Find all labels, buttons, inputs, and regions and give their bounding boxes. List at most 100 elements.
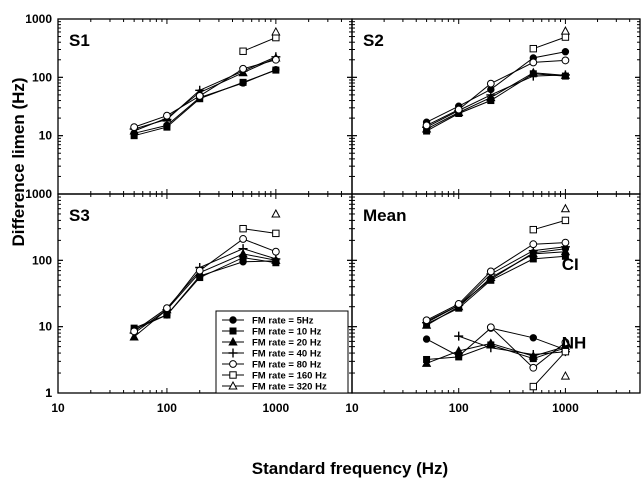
panel-title: S2 [363, 31, 384, 50]
data-point [271, 247, 280, 256]
legend-marker [228, 336, 238, 346]
x-tick-label: 10 [345, 401, 359, 415]
x-tick-label: 100 [157, 401, 177, 415]
y-tick-label: 1000 [25, 12, 52, 26]
series-fm-rate-20-hz [421, 246, 571, 329]
legend-label: FM rate = 320 Hz [252, 382, 327, 393]
legend-marker [228, 348, 238, 358]
data-point [561, 338, 570, 347]
data-point [561, 347, 570, 356]
series-fm-rate-160-hz [239, 33, 280, 55]
data-point [272, 229, 280, 238]
legend-label: FM rate = 10 Hz [252, 327, 322, 338]
data-point [271, 208, 281, 218]
x-axis-label: Standard frequency (Hz) [252, 459, 448, 478]
panel-s2-ticks [351, 18, 641, 195]
legend-entry-fm-rate-80-hz: FM rate = 80 Hz [222, 360, 322, 371]
data-point [560, 26, 571, 35]
data-point [486, 90, 496, 100]
data-point [560, 203, 571, 213]
legend-label: FM rate = 80 Hz [252, 360, 322, 371]
panel-mean: Mean CI NH [351, 193, 641, 394]
series-fm-rate-5hz [422, 48, 570, 126]
data-point [529, 363, 538, 372]
legend-entry-fm-rate-160-hz: FM rate = 160 Hz [222, 371, 327, 382]
panel-title: Mean [363, 206, 406, 225]
legend-box [215, 310, 349, 394]
series-fm-rate-160-hz [529, 33, 570, 53]
data-point [529, 334, 537, 342]
series-line [133, 69, 277, 134]
data-point [239, 235, 247, 243]
x-tick-label: 10 [51, 401, 65, 415]
legend-marker [229, 371, 237, 379]
data-point [422, 335, 431, 343]
series-fm-rate-10-hz [423, 70, 569, 135]
data-point [195, 92, 204, 100]
data-point [528, 71, 538, 81]
series-fm-rate-320-hz [271, 26, 281, 36]
panel-s2-frame [351, 18, 641, 195]
legend-entry-fm-rate-40-hz: FM rate = 40 Hz [222, 348, 322, 360]
x-tick-label: 1000 [263, 401, 290, 415]
series-line [243, 228, 276, 234]
series-fm-rate-40-hz [422, 70, 570, 132]
x-tick-label: 100 [449, 401, 469, 415]
data-point [163, 123, 171, 131]
panel-s1-frame [57, 18, 353, 195]
data-point [560, 70, 570, 80]
panel-s1-ticks [57, 18, 353, 195]
data-point [271, 254, 281, 264]
series-fm-rate-40-hz [422, 242, 570, 328]
series-fm-rate-20-hz [421, 67, 571, 133]
series-fm-rate-160-hz [529, 347, 570, 391]
data-point [528, 350, 538, 360]
data-point [238, 244, 248, 254]
legend-label: FM rate = 160 Hz [252, 371, 327, 382]
data-point [239, 224, 247, 233]
data-point [529, 58, 538, 67]
series-line [242, 37, 277, 52]
series-fm-rate-320-hz [560, 371, 571, 380]
series-line [532, 351, 566, 387]
data-point [529, 225, 537, 234]
legend-marker [229, 327, 237, 335]
data-point [561, 56, 570, 65]
y-tick-label: 10 [39, 129, 53, 143]
data-point [130, 327, 139, 336]
data-point [239, 64, 247, 73]
data-point [561, 216, 570, 225]
series-fm-rate-10-hz [423, 252, 569, 328]
series-line [426, 73, 566, 132]
panel-s1: S1 [57, 18, 353, 195]
data-point [529, 240, 538, 249]
data-point [486, 343, 496, 353]
legend-marker [228, 380, 238, 390]
series-line [490, 326, 566, 369]
series-line [533, 36, 566, 50]
series-line [458, 335, 566, 356]
data-point [486, 323, 495, 332]
series-fm-rate-80-hz [130, 55, 280, 132]
series-fm-rate-160-hz [529, 216, 570, 234]
series-fm-rate-80-hz [422, 238, 570, 325]
data-point [195, 266, 204, 275]
y-tick-label: 1 [45, 386, 52, 400]
data-point [239, 47, 247, 55]
data-point [454, 300, 463, 308]
legend-entry-fm-rate-20-hz: FM rate = 20 Hz [222, 336, 322, 349]
data-point [561, 48, 570, 56]
annotation-ci: CI [562, 255, 579, 274]
legend-label: FM rate = 5Hz [252, 316, 314, 327]
series-fm-rate-320-hz [560, 203, 571, 213]
data-point [454, 345, 464, 355]
panel-s2: S2 [351, 18, 641, 195]
legend-marker [229, 360, 237, 368]
series-fm-rate-320-hz [560, 26, 571, 35]
y-tick-label: 100 [32, 253, 52, 267]
y-tick-label: 100 [32, 70, 52, 84]
data-point [486, 79, 495, 88]
